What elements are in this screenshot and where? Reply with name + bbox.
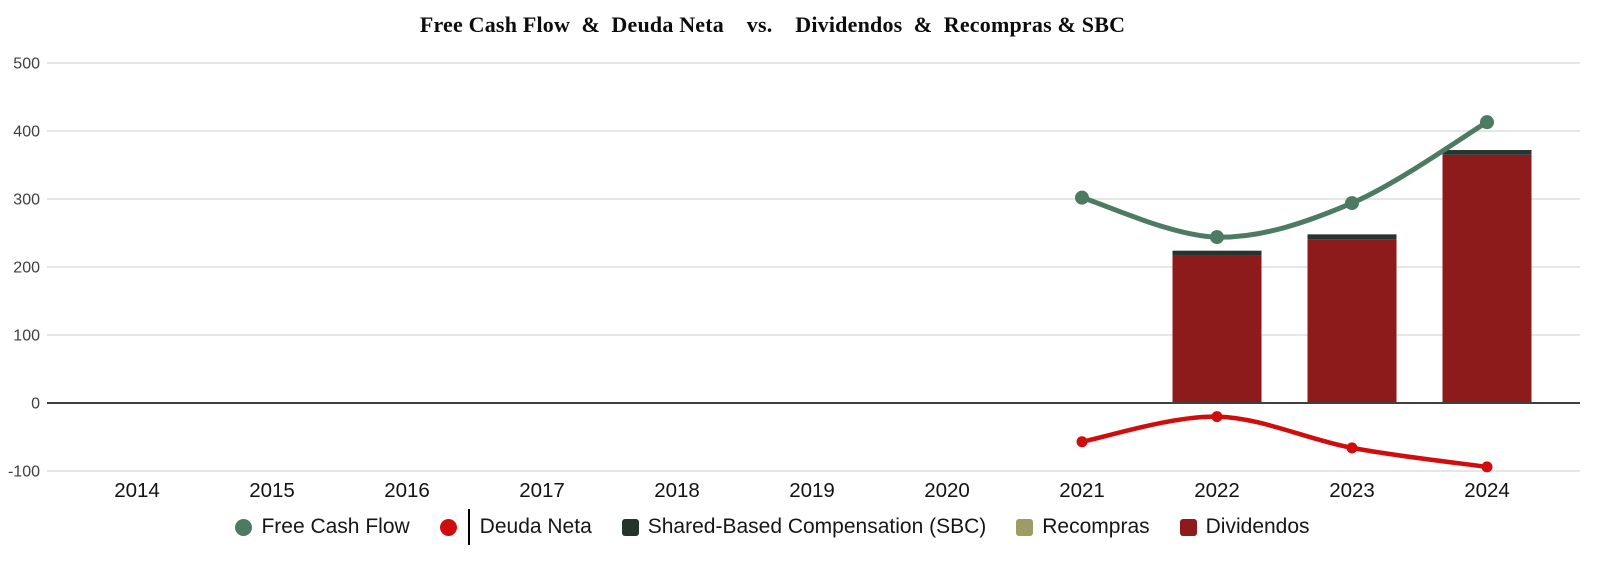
y-axis-tick--100: -100 [8, 464, 40, 481]
bar-sbc-2024[interactable] [1442, 150, 1532, 155]
x-axis-label-2022: 2022 [1194, 479, 1240, 502]
point-fcf-2024[interactable] [1480, 115, 1494, 130]
legend-marker-free-cash-flow-icon [235, 518, 253, 536]
legend-item-deuda-neta[interactable]: Deuda Neta [439, 509, 592, 545]
legend-marker-sbc-icon [621, 518, 639, 536]
x-axis-label-2024: 2024 [1464, 479, 1510, 502]
chart-title: Free Cash Flow & Deuda Neta vs. Dividend… [419, 12, 1126, 37]
point-fcf-2021[interactable] [1075, 190, 1089, 205]
line-fcf [1079, 119, 1490, 240]
y-axis-tick-0: 0 [31, 396, 40, 413]
point-deuda_neta-2022[interactable] [1211, 411, 1223, 423]
point-fcf-2022[interactable] [1210, 230, 1224, 245]
legend-item-free-cash-flow[interactable]: Free Cash Flow [235, 515, 410, 539]
legend-item-sbc[interactable]: Shared-Based Compensation (SBC) [621, 515, 987, 539]
x-axis-label-2014: 2014 [114, 479, 160, 502]
y-axis-tick-300: 300 [13, 192, 40, 209]
legend-label-dividendos: Dividendos [1205, 515, 1310, 538]
x-axis-label-2021: 2021 [1059, 479, 1105, 502]
text-cursor [467, 509, 470, 545]
bar-dividendos-2022[interactable] [1172, 255, 1262, 403]
x-axis-label-2020: 2020 [924, 479, 970, 502]
bar-dividendos-2024[interactable] [1442, 154, 1532, 403]
y-axis-tick-400: 400 [13, 124, 40, 141]
x-axis-label-2017: 2017 [519, 479, 565, 502]
x-axis-label-2023: 2023 [1329, 479, 1375, 502]
bar-sbc-2022[interactable] [1172, 250, 1262, 256]
legend-label-sbc: Shared-Based Compensation (SBC) [647, 515, 987, 538]
point-deuda_neta-2021[interactable] [1076, 436, 1088, 448]
point-deuda_neta-2023[interactable] [1346, 442, 1358, 454]
legend-label-recompras: Recompras [1042, 515, 1150, 538]
x-axis-label-2016: 2016 [384, 479, 430, 502]
line-deuda_neta [1079, 414, 1490, 470]
point-deuda_neta-2024[interactable] [1481, 461, 1493, 473]
bar-dividendos-2023[interactable] [1307, 239, 1397, 403]
y-axis-tick-100: 100 [13, 328, 40, 345]
legend-item-recompras[interactable]: Recompras [1016, 515, 1150, 539]
point-fcf-2023[interactable] [1345, 196, 1359, 211]
legend-marker-recompras-icon [1016, 518, 1034, 536]
bar-sbc-2023[interactable] [1307, 234, 1397, 240]
x-axis-label-2018: 2018 [654, 479, 700, 502]
y-axis-tick-200: 200 [13, 260, 40, 277]
legend-label-deuda-neta: Deuda Neta [479, 515, 592, 538]
legend-item-dividendos[interactable]: Dividendos [1179, 515, 1310, 539]
x-axis-label-2019: 2019 [789, 479, 835, 502]
legend-marker-deuda-neta-icon [439, 518, 457, 536]
legend-marker-dividendos-icon [1179, 518, 1197, 536]
legend-label-free-cash-flow: Free Cash Flow [261, 515, 410, 538]
x-axis-label-2015: 2015 [249, 479, 295, 502]
y-axis-tick-500: 500 [13, 56, 40, 73]
chart-legend: Free Cash Flow Deuda Neta Shared-Based C… [0, 506, 1545, 548]
